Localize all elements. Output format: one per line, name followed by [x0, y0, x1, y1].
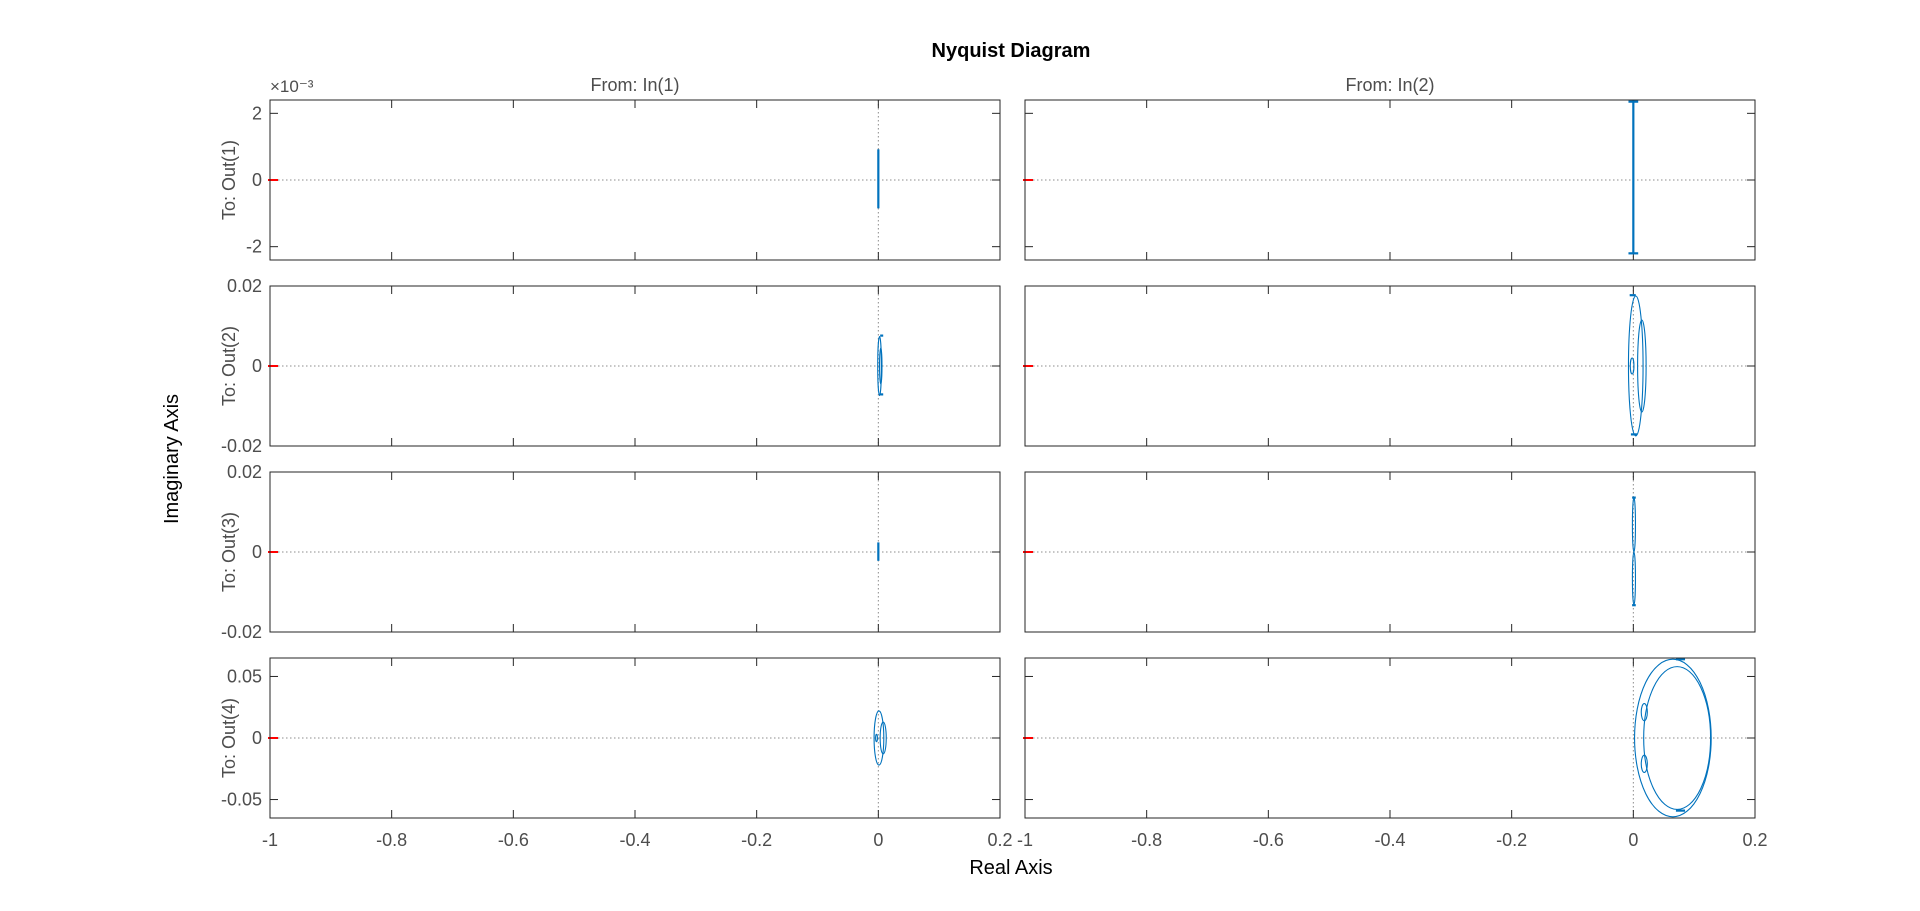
axes-box: [1024, 471, 1756, 633]
curve-group: [873, 710, 887, 766]
x-tick-label: -0.8: [1131, 830, 1162, 850]
x-tick-label: -0.6: [498, 830, 529, 850]
axes-panel-r1-c1: -2 0 2 ×10⁻³ From: In(1): [246, 75, 1001, 261]
axes-box: [1024, 657, 1756, 819]
x-tick-label: 0: [1628, 830, 1638, 850]
x-tick-label: -0.4: [619, 830, 650, 850]
axes-panel-r4-c1: -0.05 0 0.05 -1 -0.8 -0.6 -0.4 -0.2 0 0.2: [221, 657, 1013, 850]
nyquist-curve-loop: [1637, 319, 1647, 413]
y-tick-label: -0.02: [221, 622, 262, 642]
x-tick-label: -0.2: [741, 830, 772, 850]
y-tick-label: -0.02: [221, 436, 262, 456]
axes-panel-r2-c1: -0.02 0 0.02: [221, 276, 1001, 456]
nyquist-curve-loop: [1640, 702, 1648, 722]
nyquist-curve-loop: [1631, 551, 1637, 606]
curve-group: [1627, 294, 1647, 437]
y-tick-label: 0.02: [227, 462, 262, 482]
y-tick-label: 2: [252, 103, 262, 123]
y-tick-label: 0: [252, 170, 262, 190]
x-tick-label: -0.8: [376, 830, 407, 850]
chart-title: Nyquist Diagram: [932, 40, 1091, 62]
x-tick-label: -1: [262, 830, 278, 850]
column-label: From: In(1): [590, 75, 679, 95]
y-exponent-label: ×10⁻³: [270, 77, 314, 96]
x-axis-label: Real Axis: [969, 857, 1052, 879]
panels-layer: -2 0 2 ×10⁻³ From: In(1) From: In(2) To: Out(1…: [219, 75, 1768, 850]
x-tick-label: -0.4: [1374, 830, 1405, 850]
axes-box: [1024, 285, 1756, 447]
y-tick-label: 0: [252, 728, 262, 748]
x-tick-label: 0: [873, 830, 883, 850]
x-tick-label: -0.6: [1253, 830, 1284, 850]
nyquist-curve-loop: [1629, 357, 1635, 375]
nyquist-curve-loop: [1640, 754, 1648, 774]
y-tick-label: 0: [252, 542, 262, 562]
row-label: To: Out(2): [219, 326, 239, 406]
curve-group: [877, 334, 884, 397]
y-tick-label: -0.05: [221, 790, 262, 810]
axes-box: [269, 471, 1001, 633]
x-tick-label: 0.2: [987, 830, 1012, 850]
nyquist-curve-loop: [879, 721, 887, 755]
x-tick-label: -0.2: [1496, 830, 1527, 850]
axes-panel-r4-c2: -1 -0.8 -0.6 -0.4 -0.2 0 0.2: [1017, 657, 1768, 850]
axes-panel-r3-c1: -0.02 0 0.02: [221, 462, 1001, 642]
nyquist-curve-loop: [1643, 666, 1712, 810]
y-tick-label: 0.02: [227, 276, 262, 296]
column-label: From: In(2): [1345, 75, 1434, 95]
axes-box: [1024, 99, 1756, 261]
nyquist-curve-loop: [877, 335, 882, 397]
curve-group: [1628, 100, 1639, 255]
axes-panel-r3-c2: [1023, 471, 1756, 633]
x-tick-label: -1: [1017, 830, 1033, 850]
nyquist-curve-loop: [1634, 658, 1712, 818]
y-tick-label: 0.05: [227, 666, 262, 686]
nyquist-curve-loop: [873, 710, 885, 766]
nyquist-curve-loop: [1631, 497, 1637, 553]
row-label: To: Out(4): [219, 698, 239, 778]
y-axis-label: Imaginary Axis: [161, 394, 183, 524]
y-tick-label: 0: [252, 356, 262, 376]
axes-box: [269, 285, 1001, 447]
axes-panel-r1-c2: From: In(2): [1023, 75, 1756, 261]
row-label: To: Out(3): [219, 512, 239, 592]
row-label: To: Out(1): [219, 140, 239, 220]
axes-box: [269, 657, 1001, 819]
nyquist-curve-loop: [878, 347, 883, 385]
x-tick-label: 0.2: [1742, 830, 1767, 850]
curve-group: [1634, 658, 1712, 818]
nyquist-curve-loop: [875, 733, 878, 743]
curve-group: [1631, 496, 1637, 607]
axes-panel-r2-c2: [1023, 285, 1756, 447]
axes-box: [269, 99, 1001, 261]
y-tick-label: -2: [246, 237, 262, 257]
